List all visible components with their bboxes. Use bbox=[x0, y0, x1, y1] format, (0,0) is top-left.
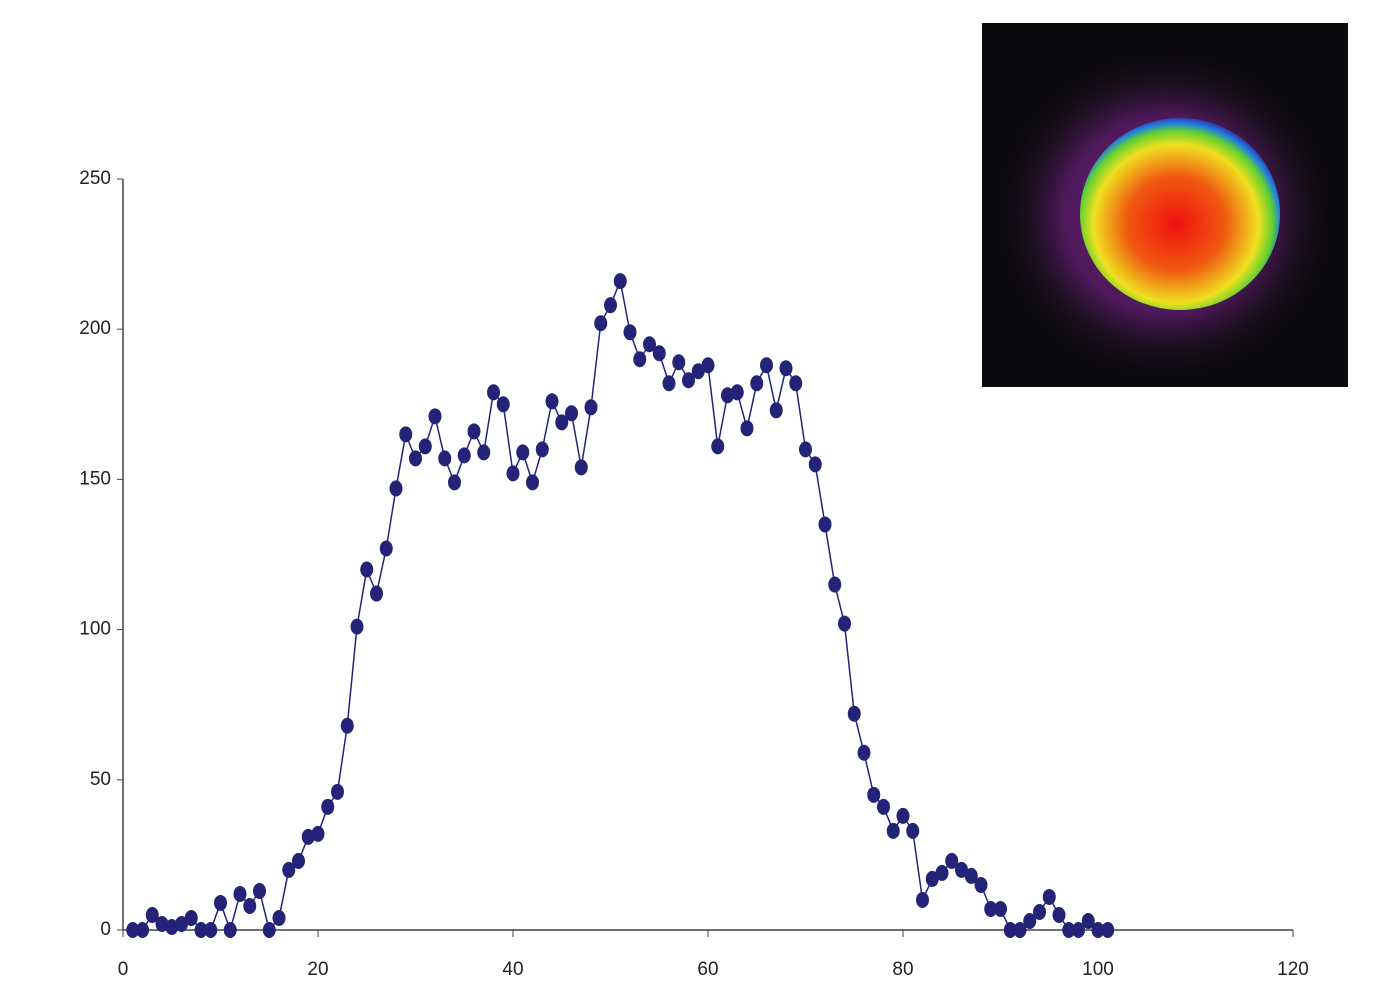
data-point bbox=[399, 426, 412, 442]
x-tick-label: 20 bbox=[307, 959, 328, 980]
data-point bbox=[185, 910, 198, 926]
data-point bbox=[672, 354, 685, 370]
data-point bbox=[789, 375, 802, 391]
data-point bbox=[838, 616, 851, 632]
data-point bbox=[663, 375, 676, 391]
data-point bbox=[448, 474, 461, 490]
data-point bbox=[741, 420, 754, 436]
x-tick-label: 120 bbox=[1277, 959, 1309, 980]
data-point bbox=[594, 315, 607, 331]
data-point bbox=[360, 562, 373, 578]
data-point bbox=[419, 438, 432, 454]
data-point bbox=[224, 922, 237, 938]
data-point bbox=[136, 922, 149, 938]
data-point bbox=[516, 444, 529, 460]
data-point bbox=[780, 360, 793, 376]
data-point bbox=[565, 405, 578, 421]
data-point bbox=[1033, 904, 1046, 920]
x-tick-label: 80 bbox=[892, 959, 913, 980]
data-point bbox=[312, 826, 325, 842]
data-point bbox=[828, 577, 841, 593]
data-point bbox=[214, 895, 227, 911]
data-point bbox=[614, 273, 627, 289]
data-point bbox=[507, 465, 520, 481]
data-point bbox=[711, 438, 724, 454]
data-point bbox=[370, 586, 383, 602]
data-point bbox=[409, 450, 422, 466]
y-tick-label: 100 bbox=[79, 619, 111, 640]
data-point bbox=[253, 883, 266, 899]
data-point bbox=[848, 706, 861, 722]
y-tick-label: 0 bbox=[100, 919, 111, 940]
y-tick-label: 200 bbox=[79, 318, 111, 339]
data-point bbox=[497, 396, 510, 412]
data-point bbox=[770, 402, 783, 418]
data-point bbox=[916, 892, 929, 908]
data-point bbox=[536, 441, 549, 457]
x-tick-label: 40 bbox=[502, 959, 523, 980]
data-point bbox=[438, 450, 451, 466]
data-point bbox=[390, 480, 403, 496]
data-point bbox=[321, 799, 334, 815]
inset-image bbox=[982, 23, 1348, 387]
data-point bbox=[351, 619, 364, 635]
x-tick-label: 100 bbox=[1082, 959, 1114, 980]
data-point bbox=[906, 823, 919, 839]
data-point bbox=[380, 540, 393, 556]
data-point bbox=[1053, 907, 1066, 923]
x-tick-label: 0 bbox=[118, 959, 129, 980]
data-point bbox=[292, 853, 305, 869]
data-point bbox=[341, 718, 354, 734]
data-point bbox=[526, 474, 539, 490]
data-point bbox=[731, 384, 744, 400]
data-point bbox=[633, 351, 646, 367]
data-point bbox=[204, 922, 217, 938]
chart: 0 50 100 150 200 250 0 20 40 60 80 100 120 bbox=[0, 0, 1378, 988]
data-point bbox=[887, 823, 900, 839]
data-point bbox=[487, 384, 500, 400]
data-point bbox=[243, 898, 256, 914]
data-point bbox=[624, 324, 637, 340]
data-point bbox=[234, 886, 247, 902]
data-point bbox=[975, 877, 988, 893]
y-tick-label: 50 bbox=[90, 769, 111, 790]
data-point bbox=[468, 423, 481, 439]
data-point bbox=[331, 784, 344, 800]
x-tick-label: 60 bbox=[697, 959, 718, 980]
data-point bbox=[750, 375, 763, 391]
data-point bbox=[604, 297, 617, 313]
data-point bbox=[867, 787, 880, 803]
data-point bbox=[819, 516, 832, 532]
data-point bbox=[858, 745, 871, 761]
data-line bbox=[133, 281, 1108, 930]
data-point bbox=[897, 808, 910, 824]
data-point bbox=[575, 459, 588, 475]
data-point bbox=[653, 345, 666, 361]
data-point bbox=[760, 357, 773, 373]
data-point bbox=[702, 357, 715, 373]
data-point bbox=[546, 393, 559, 409]
data-point bbox=[1101, 922, 1114, 938]
y-tick-label: 250 bbox=[79, 168, 111, 189]
data-point bbox=[936, 865, 949, 881]
data-point bbox=[799, 441, 812, 457]
data-point bbox=[585, 399, 598, 415]
data-point bbox=[994, 901, 1007, 917]
data-point bbox=[263, 922, 276, 938]
data-point bbox=[877, 799, 890, 815]
data-point bbox=[273, 910, 286, 926]
data-point bbox=[477, 444, 490, 460]
data-point bbox=[1043, 889, 1056, 905]
data-point bbox=[429, 408, 442, 424]
y-tick-label: 150 bbox=[79, 468, 111, 489]
data-point bbox=[458, 447, 471, 463]
data-point bbox=[809, 456, 822, 472]
